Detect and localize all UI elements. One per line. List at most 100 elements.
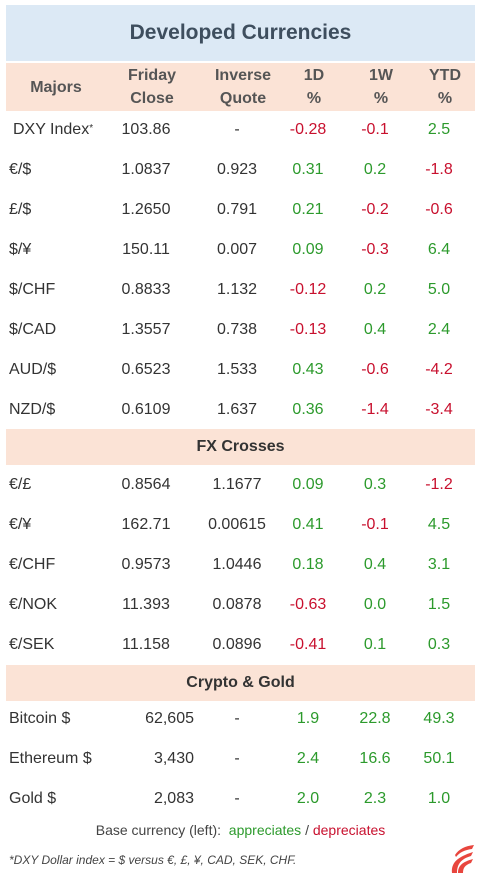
pair-cell: $/CAD [9, 310, 119, 350]
change-ytd-cell-text: 0.3 [427, 636, 451, 653]
change-ytd-cell: -1.8 [416, 150, 462, 190]
close-cell-text: 2,083 [153, 790, 194, 807]
close-cell: 1.2650 [110, 190, 182, 230]
inverse-cell: 1.132 [198, 270, 276, 310]
close-cell: 11.158 [110, 625, 182, 665]
change-ytd-cell: -4.2 [416, 350, 462, 390]
table-row: $/CAD 1.3557 0.738 -0.13 0.4 2.4 [0, 310, 481, 350]
crypto-gold-header: Crypto & Gold [6, 665, 475, 701]
table-row: £/$ 1.2650 0.791 0.21 -0.2 -0.6 [0, 190, 481, 230]
change-1d-cell-text: 2.4 [296, 750, 320, 767]
close-cell-text: 11.158 [122, 636, 170, 653]
close-cell-text: 62,605 [145, 710, 194, 727]
inverse-cell-text: 1.0446 [212, 556, 262, 573]
change-1d-cell: 0.18 [285, 545, 331, 585]
inverse-cell: 1.533 [198, 350, 276, 390]
close-cell-text: 103.86 [121, 121, 171, 138]
close-cell: 2,083 [118, 779, 194, 819]
change-ytd-cell-text: -1.8 [425, 161, 453, 178]
change-1d-cell-text: 0.41 [292, 516, 324, 533]
close-cell-text: 1.0837 [121, 161, 171, 178]
change-ytd-cell: -1.2 [416, 465, 462, 505]
pair-cell: NZD/$ [9, 390, 119, 430]
column-headers: Majors Friday Close Inverse Quote 1D% 1W% … [6, 63, 475, 111]
change-1d-cell-text: -0.28 [289, 121, 327, 138]
pair-cell: €/SEK [9, 625, 119, 665]
close-cell: 1.3557 [110, 310, 182, 350]
inverse-cell-text: 0.0878 [212, 596, 262, 613]
close-cell: 0.8833 [110, 270, 182, 310]
inverse-cell: - [198, 110, 276, 150]
change-ytd-cell-text: -0.6 [425, 201, 453, 218]
change-1w-cell-text: -0.6 [361, 361, 389, 378]
pair-cell: €/CHF [9, 545, 119, 585]
close-cell-text: 150.11 [122, 241, 170, 258]
change-1w-cell: 0.2 [352, 150, 398, 190]
change-1d-cell-text: 0.09 [292, 476, 324, 493]
change-1d-cell: 0.41 [285, 505, 331, 545]
inverse-cell-text: - [234, 750, 240, 767]
change-1d-cell-text: 0.21 [292, 201, 324, 218]
inverse-cell-text: 0.923 [216, 161, 258, 178]
table-title: Developed Currencies [6, 5, 475, 61]
inverse-cell: 0.00615 [198, 505, 276, 545]
pair-cell: €/NOK [9, 585, 119, 625]
close-cell-text: 3,430 [153, 750, 194, 767]
change-ytd-cell-text: 1.0 [427, 790, 451, 807]
close-cell-text: 162.71 [121, 516, 171, 533]
close-cell-text: 1.3557 [121, 321, 171, 338]
inverse-cell: - [198, 699, 276, 739]
pair-cell-text: NZD/$ [9, 401, 56, 418]
inverse-cell-text: 0.0896 [212, 636, 262, 653]
header-inverse-quote: Inverse Quote [214, 67, 272, 107]
close-cell: 103.86 [110, 110, 182, 150]
table-row: €/£ 0.8564 1.1677 0.09 0.3 -1.2 [0, 465, 481, 505]
change-ytd-cell: -0.6 [416, 190, 462, 230]
change-ytd-cell-text: 6.4 [427, 241, 451, 258]
table-row: €/SEK 11.158 0.0896 -0.41 0.1 0.3 [0, 625, 481, 665]
change-ytd-cell: 4.5 [416, 505, 462, 545]
legend: Base currency (left): appreciates / depr… [0, 822, 481, 844]
change-1d-cell: -0.13 [285, 310, 331, 350]
change-1d-cell-text: 2.0 [296, 790, 320, 807]
pair-cell: Bitcoin $ [9, 699, 119, 739]
change-1w-cell: 0.3 [352, 465, 398, 505]
fx-crosses-header: FX Crosses [6, 429, 475, 465]
close-cell: 3,430 [118, 739, 194, 779]
footnote-marker: * [89, 122, 94, 134]
inverse-cell: 0.791 [198, 190, 276, 230]
legend-separator: / [301, 822, 313, 838]
change-1w-cell-text: 22.8 [359, 710, 391, 727]
change-ytd-cell: 50.1 [416, 739, 462, 779]
change-1w-cell: 0.1 [352, 625, 398, 665]
pair-cell-text: €/£ [9, 476, 32, 493]
change-1d-cell: 2.0 [285, 779, 331, 819]
inverse-cell-text: - [234, 790, 240, 807]
change-ytd-cell: 1.5 [416, 585, 462, 625]
close-cell-text: 11.393 [122, 596, 170, 613]
change-1w-cell-text: -0.1 [361, 516, 389, 533]
header-majors: Majors [30, 78, 82, 96]
change-1w-cell-text: -0.1 [361, 121, 389, 138]
change-ytd-cell-text: 5.0 [427, 281, 451, 298]
pair-cell: $/CHF [9, 270, 119, 310]
pair-cell-text: $/¥ [9, 241, 32, 258]
change-ytd-cell-text: -4.2 [425, 361, 453, 378]
change-1w-cell-text: -0.2 [361, 201, 389, 218]
table-row: Bitcoin $ 62,605 - 1.9 22.8 49.3 [0, 699, 481, 739]
change-1w-cell: -0.1 [352, 110, 398, 150]
legend-appreciates: appreciates [228, 822, 302, 838]
table-row: DXY Index * 103.86- -0.28 -0.1 2.5 [0, 110, 481, 150]
change-1w-cell-text: 0.3 [363, 476, 387, 493]
change-ytd-cell-text: -3.4 [425, 401, 453, 418]
change-1d-cell: 0.36 [285, 390, 331, 430]
change-1w-cell-text: 0.4 [363, 556, 387, 573]
table-row: €/CHF 0.9573 1.0446 0.18 0.4 3.1 [0, 545, 481, 585]
change-1w-cell: 16.6 [352, 739, 398, 779]
header-friday-close: Friday Close [127, 67, 176, 107]
inverse-cell-text: - [234, 710, 240, 727]
close-cell: 0.9573 [110, 545, 182, 585]
change-ytd-cell-text: 1.5 [427, 596, 451, 613]
change-1w-cell: -0.6 [352, 350, 398, 390]
change-1d-cell-text: -0.41 [289, 636, 327, 653]
